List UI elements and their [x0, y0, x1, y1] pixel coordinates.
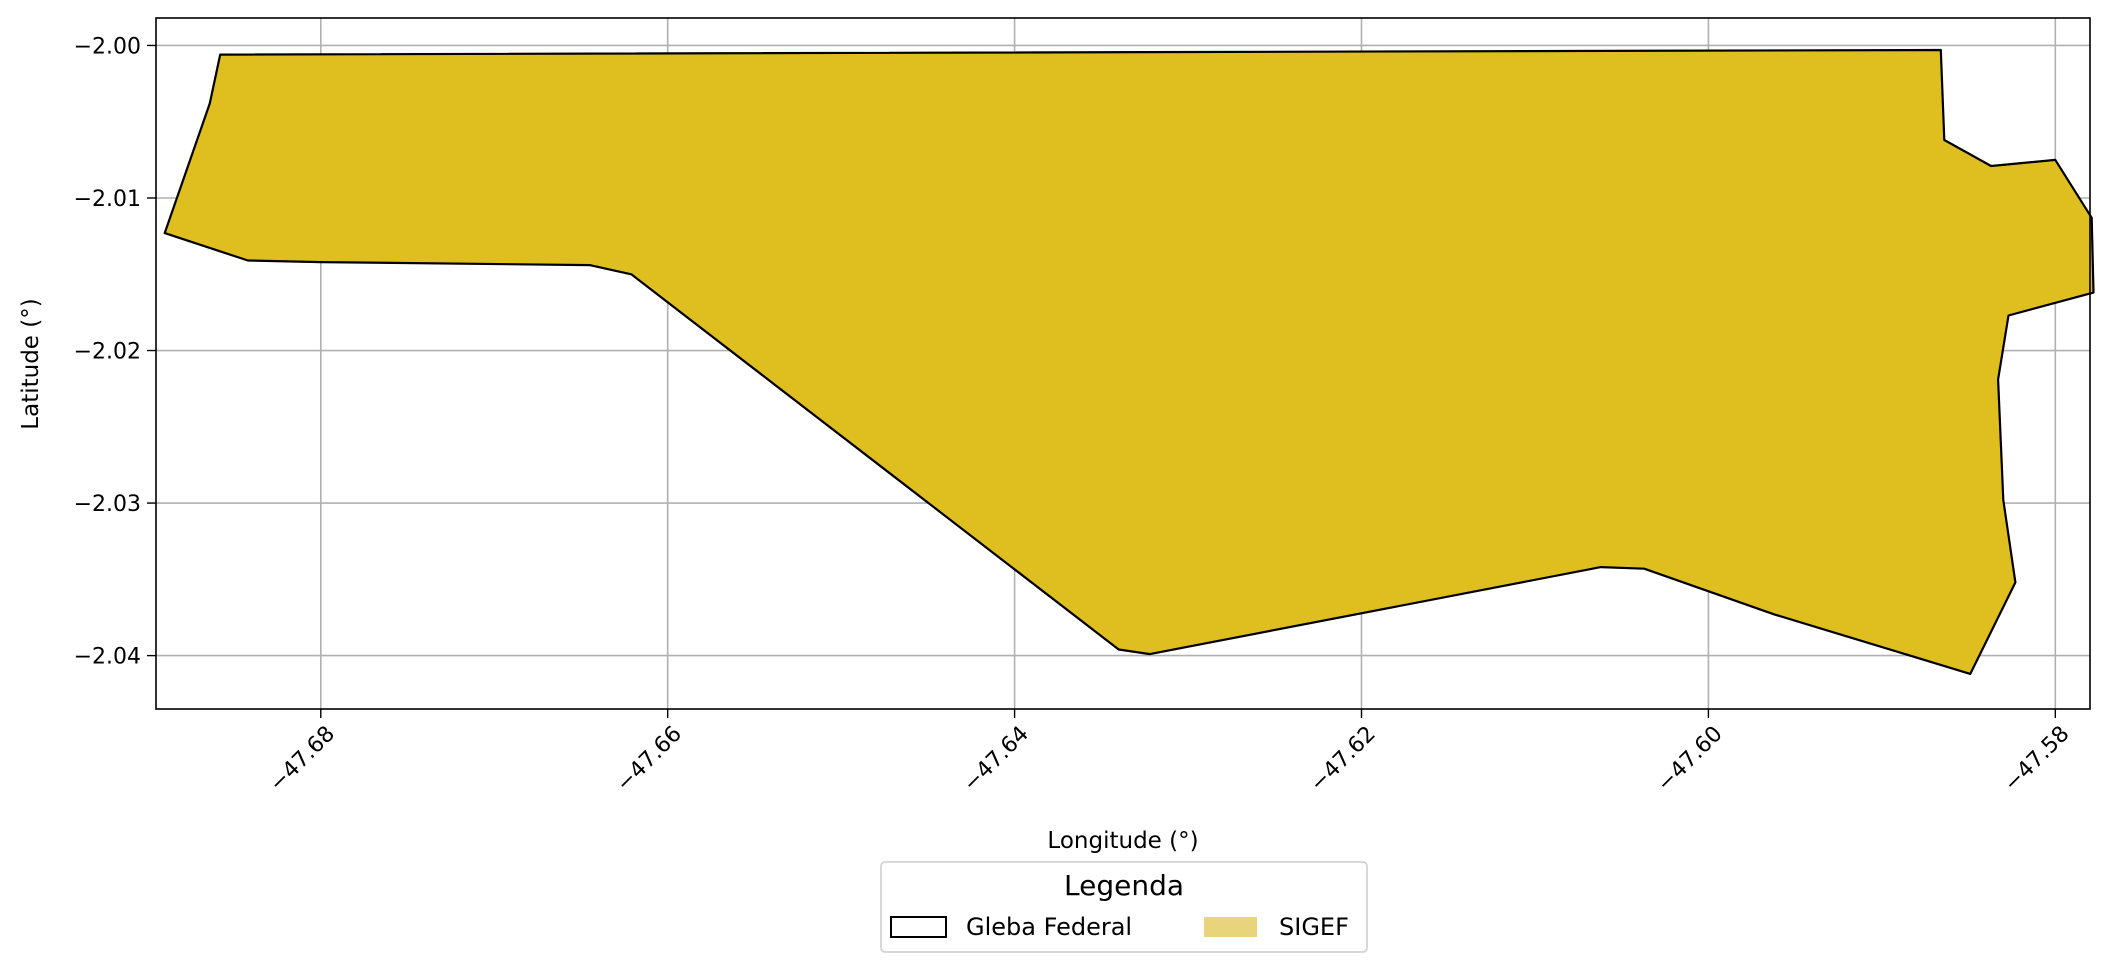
y-tick-label: −2.04: [74, 645, 141, 670]
y-tick-label: −2.03: [74, 492, 141, 517]
polygon-sigef: [164, 50, 2094, 674]
y-axis-label: Latitude (°): [18, 298, 44, 429]
legend-label-gleba-federal: Gleba Federal: [966, 913, 1132, 941]
legend-swatch-sigef: [1204, 917, 1257, 937]
y-tick-label: −2.01: [74, 187, 141, 212]
x-tick-label: −47.62: [1305, 722, 1380, 797]
polygon-gleba-federal: [163, 48, 2095, 676]
y-tick-label: −2.02: [74, 340, 141, 365]
y-tick-label: −2.00: [74, 34, 141, 59]
polygon-layer: [163, 48, 2095, 676]
x-tick-label: −47.68: [265, 722, 340, 797]
x-tick-label: −47.64: [959, 722, 1034, 797]
legend: Legenda Gleba Federal SIGEF: [880, 861, 1368, 953]
x-tick-label: −47.66: [612, 722, 687, 797]
legend-swatch-gleba-federal: [890, 916, 947, 938]
x-tick-label: −47.58: [1999, 722, 2074, 797]
legend-title: Legenda: [1064, 869, 1184, 902]
x-axis-label: Longitude (°): [1047, 828, 1198, 854]
x-tick-label: −47.60: [1652, 722, 1727, 797]
plot-frame: [155, 17, 2091, 710]
legend-label-sigef: SIGEF: [1279, 913, 1349, 941]
